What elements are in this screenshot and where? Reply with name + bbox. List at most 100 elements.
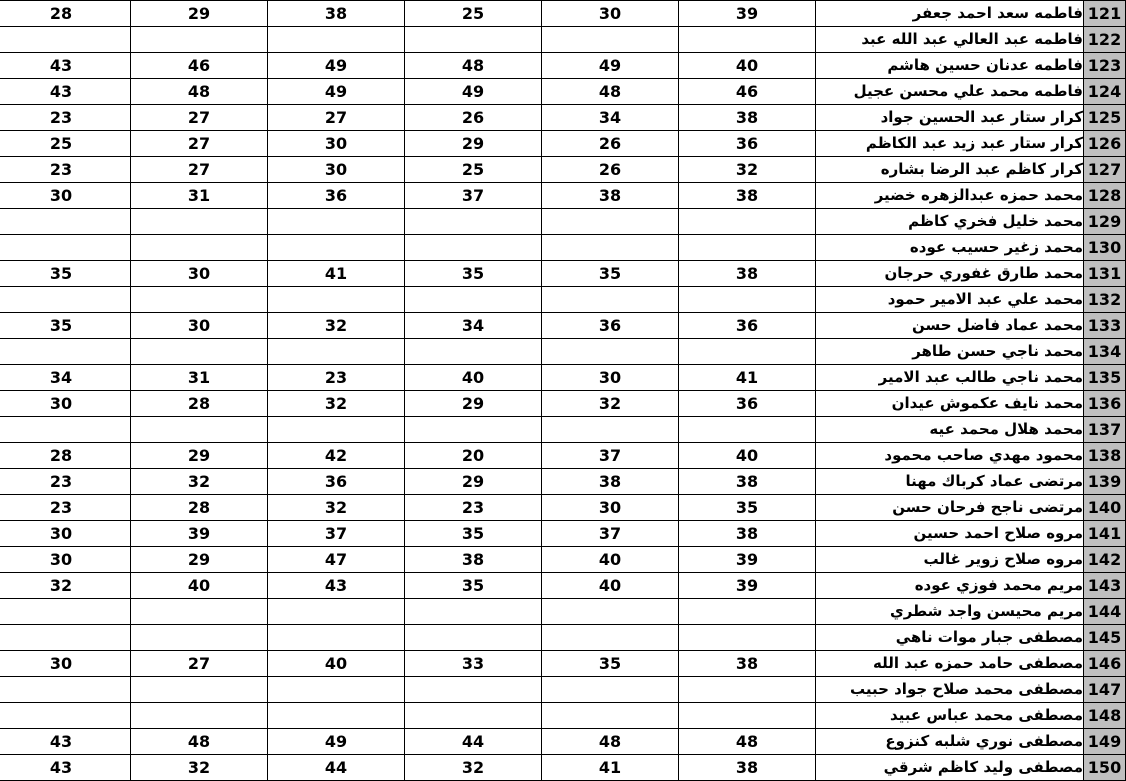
grade-cell[interactable] [130, 208, 268, 235]
grade-cell[interactable]: 25 [0, 130, 131, 157]
grade-cell[interactable]: 30 [0, 650, 131, 677]
grade-cell[interactable] [130, 598, 268, 625]
grade-cell[interactable]: 35 [0, 260, 131, 287]
table-row[interactable]: 148 مصطفى محمد عباس عبيد [0, 702, 1126, 729]
grade-cell[interactable]: 38 [678, 260, 816, 287]
table-row[interactable]: 140 مرتضى ناجح فرحان حسن 35 30 23 32 28 23 [0, 494, 1126, 521]
row-index-cell[interactable]: 125 [1083, 104, 1126, 131]
grade-cell[interactable]: 43 [0, 78, 131, 105]
grade-cell[interactable]: 35 [678, 494, 816, 521]
grade-cell[interactable]: 40 [404, 364, 542, 391]
grade-cell[interactable]: 35 [404, 520, 542, 547]
grade-cell[interactable]: 41 [541, 754, 679, 781]
grade-cell[interactable]: 40 [678, 442, 816, 469]
grade-cell[interactable]: 39 [678, 546, 816, 573]
grade-cell[interactable] [0, 26, 131, 53]
student-name-cell[interactable]: كرار كاظم عبد الرضا بشاره [815, 156, 1084, 183]
grade-cell[interactable]: 35 [404, 260, 542, 287]
grade-cell[interactable]: 34 [404, 312, 542, 339]
row-index-cell[interactable]: 130 [1083, 234, 1126, 261]
table-row[interactable]: 123 فاطمه عدنان حسين هاشم 40 49 48 49 46 43 [0, 52, 1126, 79]
grade-cell[interactable] [267, 286, 405, 313]
row-index-cell[interactable]: 126 [1083, 130, 1126, 157]
grade-cell[interactable]: 32 [267, 312, 405, 339]
grade-cell[interactable]: 26 [541, 156, 679, 183]
grade-cell[interactable]: 26 [404, 104, 542, 131]
table-row[interactable]: 126 كرار ستار عبد زيد عبد الكاظم 36 26 29 30 2… [0, 130, 1126, 157]
grade-cell[interactable] [130, 702, 268, 729]
grade-cell[interactable]: 38 [541, 182, 679, 209]
row-index-cell[interactable]: 141 [1083, 520, 1126, 547]
table-row[interactable]: 141 مروه صلاح احمد حسين 38 37 35 37 39 30 [0, 520, 1126, 547]
grade-cell[interactable]: 40 [678, 52, 816, 79]
grade-cell[interactable]: 35 [541, 650, 679, 677]
grade-cell[interactable]: 27 [267, 104, 405, 131]
student-name-cell[interactable]: كرار ستار عبد زيد عبد الكاظم [815, 130, 1084, 157]
grade-cell[interactable] [541, 338, 679, 365]
grade-cell[interactable] [130, 624, 268, 651]
grade-cell[interactable]: 29 [130, 546, 268, 573]
grade-cell[interactable]: 36 [678, 130, 816, 157]
grade-cell[interactable]: 33 [404, 650, 542, 677]
grade-cell[interactable]: 40 [541, 546, 679, 573]
grade-cell[interactable]: 30 [541, 364, 679, 391]
grade-cell[interactable]: 46 [678, 78, 816, 105]
grade-cell[interactable]: 28 [0, 0, 131, 27]
grade-cell[interactable] [130, 676, 268, 703]
grade-cell[interactable]: 36 [267, 468, 405, 495]
grade-cell[interactable]: 38 [678, 520, 816, 547]
student-name-cell[interactable]: مصطفى نوري شلبه كنزوع [815, 728, 1084, 755]
grade-cell[interactable]: 41 [267, 260, 405, 287]
student-name-cell[interactable]: مصطفى جبار موات ناهي [815, 624, 1084, 651]
grade-cell[interactable] [267, 624, 405, 651]
student-name-cell[interactable]: فاطمه محمد علي محسن عجيل [815, 78, 1084, 105]
row-index-cell[interactable]: 142 [1083, 546, 1126, 573]
grade-cell[interactable]: 39 [130, 520, 268, 547]
grade-cell[interactable]: 32 [0, 572, 131, 599]
grade-cell[interactable]: 47 [267, 546, 405, 573]
grade-cell[interactable] [267, 598, 405, 625]
row-index-cell[interactable]: 144 [1083, 598, 1126, 625]
grade-cell[interactable]: 34 [541, 104, 679, 131]
table-row[interactable]: 143 مريم محمد فوزي عوده 39 40 35 43 40 32 [0, 572, 1126, 599]
grade-cell[interactable]: 25 [404, 0, 542, 27]
table-row[interactable]: 142 مروه صلاح زوير غالب 39 40 38 47 29 30 [0, 546, 1126, 573]
grade-cell[interactable] [0, 338, 131, 365]
grade-cell[interactable]: 27 [130, 130, 268, 157]
grade-cell[interactable]: 30 [541, 0, 679, 27]
grade-cell[interactable] [267, 702, 405, 729]
grade-cell[interactable] [678, 676, 816, 703]
row-index-cell[interactable]: 140 [1083, 494, 1126, 521]
grade-cell[interactable]: 38 [678, 754, 816, 781]
table-row[interactable]: 121 فاطمه سعد احمد جعفر 39 30 25 38 29 28 [0, 0, 1126, 27]
student-name-cell[interactable]: فاطمه عدنان حسين هاشم [815, 52, 1084, 79]
grade-cell[interactable] [0, 416, 131, 443]
grade-cell[interactable] [0, 208, 131, 235]
grade-cell[interactable]: 39 [678, 572, 816, 599]
grade-cell[interactable]: 28 [130, 494, 268, 521]
grade-cell[interactable] [678, 624, 816, 651]
grade-cell[interactable]: 35 [404, 572, 542, 599]
grade-cell[interactable]: 30 [130, 260, 268, 287]
grade-cell[interactable] [130, 416, 268, 443]
student-name-cell[interactable]: مروه صلاح زوير غالب [815, 546, 1084, 573]
grade-cell[interactable]: 23 [267, 364, 405, 391]
table-row[interactable]: 135 محمد ناجي طالب عبد الامير 41 30 40 23 31 34 [0, 364, 1126, 391]
grade-cell[interactable]: 29 [404, 390, 542, 417]
grade-cell[interactable] [541, 598, 679, 625]
table-row[interactable]: 124 فاطمه محمد علي محسن عجيل 46 48 49 49 48 43 [0, 78, 1126, 105]
grade-cell[interactable]: 28 [0, 442, 131, 469]
table-row[interactable]: 144 مريم محيسن واجد شطري [0, 598, 1126, 625]
row-index-cell[interactable]: 136 [1083, 390, 1126, 417]
grade-cell[interactable]: 23 [0, 494, 131, 521]
row-index-cell[interactable]: 139 [1083, 468, 1126, 495]
grade-cell[interactable]: 32 [130, 468, 268, 495]
grade-cell[interactable]: 32 [267, 494, 405, 521]
row-index-cell[interactable]: 143 [1083, 572, 1126, 599]
grade-cell[interactable]: 49 [404, 78, 542, 105]
grade-cell[interactable] [0, 234, 131, 261]
grade-cell[interactable]: 38 [267, 0, 405, 27]
grade-cell[interactable]: 36 [267, 182, 405, 209]
grade-cell[interactable] [678, 26, 816, 53]
table-row[interactable]: 138 محمود مهدي صاحب محمود 40 37 20 42 29 28 [0, 442, 1126, 469]
